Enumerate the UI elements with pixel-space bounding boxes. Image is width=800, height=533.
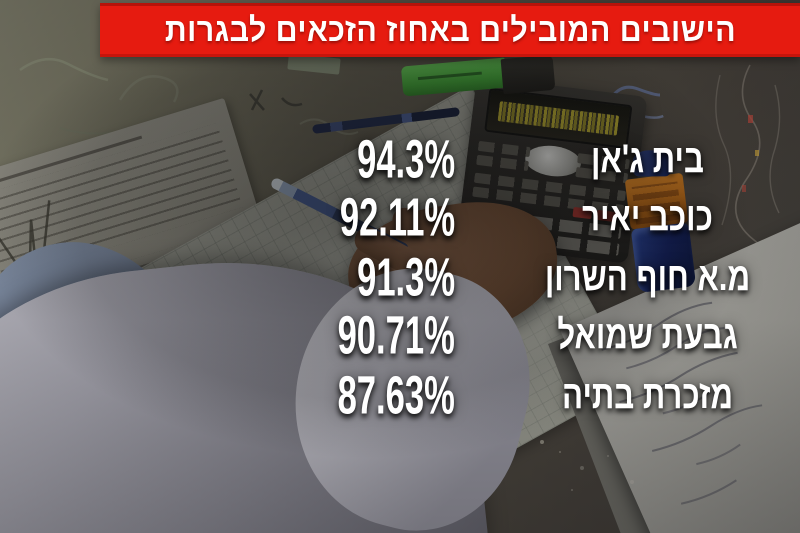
page-title: הישובים המובילים באחוז הזכאים לבגרות <box>164 11 736 48</box>
handwritten-answer-sheet <box>560 179 800 533</box>
locality-name: בית ג'אן <box>591 137 704 181</box>
locality-percent: 90.71% <box>337 306 455 366</box>
locality-percent: 94.3% <box>357 130 455 190</box>
handwriting-lines <box>601 301 763 505</box>
locality-percent: 92.11% <box>339 188 455 248</box>
locality-name: מ.א חוף השרון <box>544 255 751 299</box>
locality-percent: 87.63% <box>337 366 455 426</box>
title-banner: הישובים המובילים באחוז הזכאים לבגרות <box>100 3 800 57</box>
locality-name: כוכב יאיר <box>582 195 713 239</box>
locality-percent: 91.3% <box>357 248 455 308</box>
locality-name: מזכרת בתיה <box>561 373 734 417</box>
locality-name: גבעת שמואל <box>557 313 738 357</box>
desk-crumbs <box>540 440 544 444</box>
